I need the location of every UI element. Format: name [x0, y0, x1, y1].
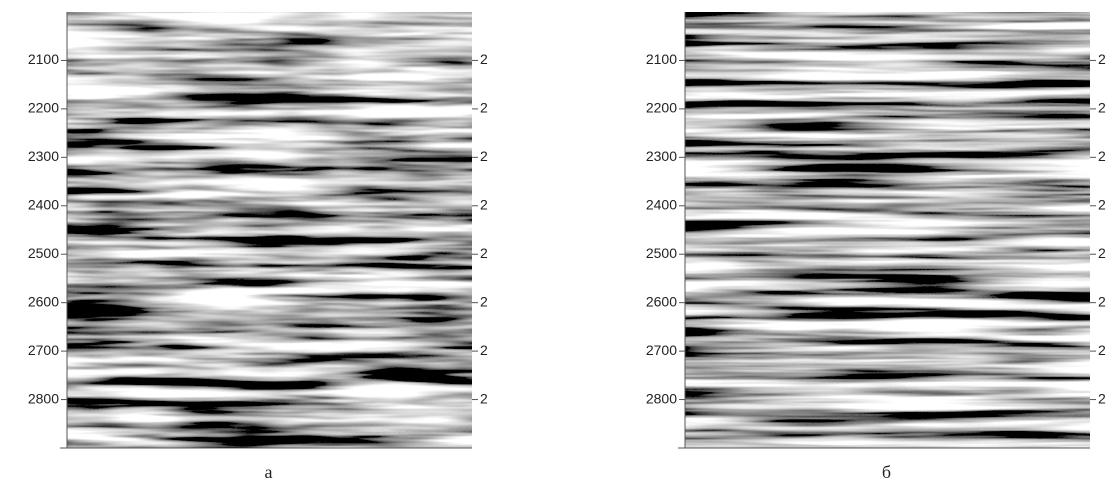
y2-tick-label: 2	[1098, 196, 1106, 212]
y2-tick-label: 2	[1098, 245, 1106, 261]
y-tick-label: 2800	[646, 390, 677, 406]
y-tick-label: 2300	[646, 148, 677, 164]
y2-tick-label: 2	[480, 100, 488, 116]
y2-tick-label: 2	[480, 196, 488, 212]
y-tick-label: 2500	[28, 245, 59, 261]
y2-tick-label: 2	[1098, 342, 1106, 358]
y2-tick-label: 2	[1098, 100, 1106, 116]
y-tick-label: 2700	[646, 342, 677, 358]
y2-tick-label: 2	[480, 390, 488, 406]
y-tick-label: 2200	[28, 100, 59, 116]
caption: а	[265, 462, 273, 482]
y-tick-label: 2500	[646, 245, 677, 261]
y-tick-label: 2600	[28, 293, 59, 309]
y-tick-label: 2100	[28, 51, 59, 67]
seismic-image	[685, 12, 1090, 448]
y2-tick-label: 2	[480, 148, 488, 164]
y-tick-label: 2600	[646, 293, 677, 309]
y-tick-label: 2200	[646, 100, 677, 116]
y-tick-label: 2400	[28, 196, 59, 212]
y-tick-label: 2800	[28, 390, 59, 406]
y-tick-label: 2400	[646, 196, 677, 212]
y2-tick-label: 2	[480, 342, 488, 358]
caption: б	[882, 462, 891, 482]
y-tick-label: 2300	[28, 148, 59, 164]
y2-tick-label: 2	[1098, 293, 1106, 309]
y2-tick-label: 2	[480, 293, 488, 309]
y-tick-label: 2700	[28, 342, 59, 358]
seismic-image	[67, 12, 472, 448]
y2-tick-label: 2	[480, 51, 488, 67]
y2-tick-label: 2	[1098, 148, 1106, 164]
y2-tick-label: 2	[1098, 51, 1106, 67]
y-tick-label: 2100	[646, 51, 677, 67]
y2-tick-label: 2	[1098, 390, 1106, 406]
y2-tick-label: 2	[480, 245, 488, 261]
